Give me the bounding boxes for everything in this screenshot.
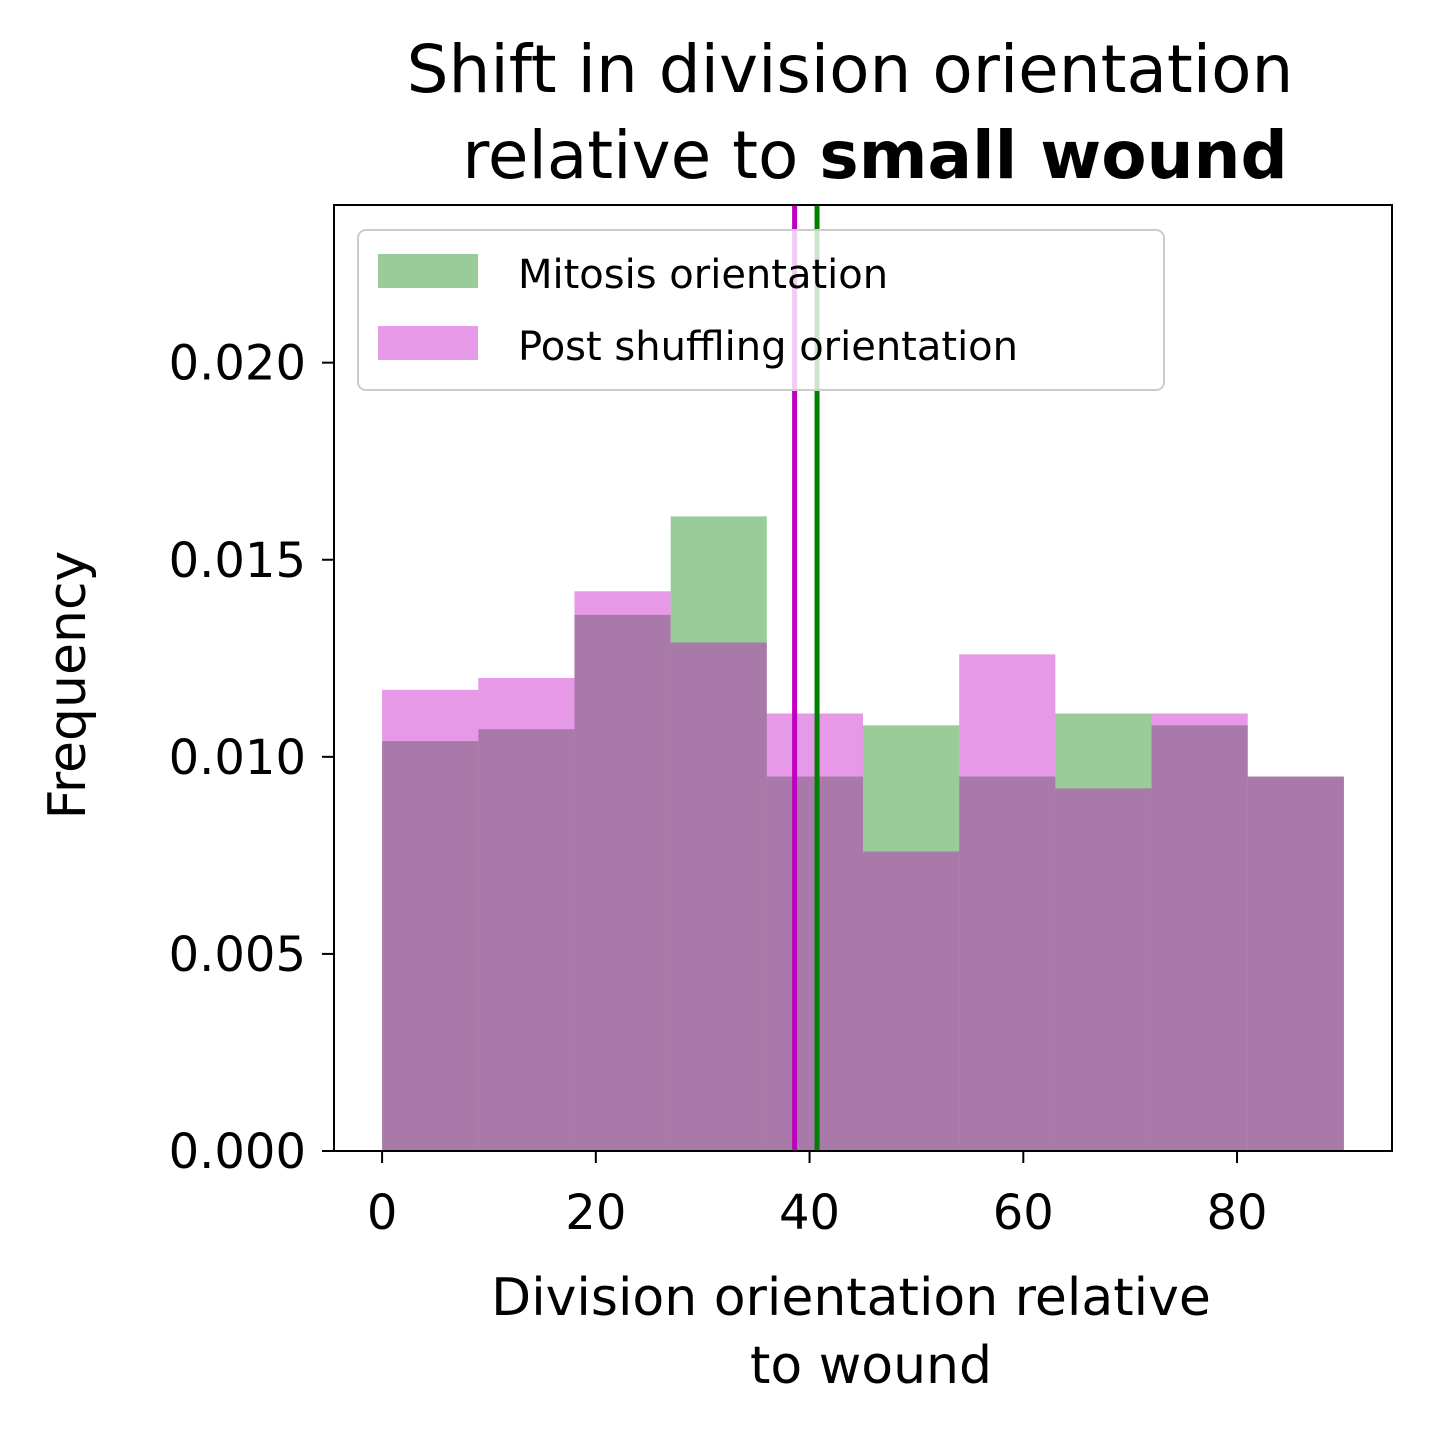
y-tick-label-3: 0.015 xyxy=(169,533,306,589)
x-axis-label-line2: to wound xyxy=(750,1336,992,1396)
x-tick-label-60: 60 xyxy=(993,1185,1054,1241)
histogram-bar-mitosis-8 xyxy=(1151,725,1248,1151)
bars-layer xyxy=(382,516,1344,1151)
histogram-bar-mitosis-6 xyxy=(959,776,1056,1151)
y-axis-ticks: 0.000 0.005 0.010 0.015 0.020 xyxy=(169,336,334,1180)
chart-title-line2: relative to small wound xyxy=(462,117,1288,194)
histogram-bar-mitosis-0 xyxy=(382,741,479,1151)
y-tick-label-2: 0.010 xyxy=(169,730,306,786)
legend-swatch-mitosis xyxy=(378,254,478,288)
y-axis-label: Frequency xyxy=(38,551,98,820)
x-tick-label-0: 0 xyxy=(367,1185,398,1241)
histogram-bar-post-shuffling-7 xyxy=(1055,788,1152,1151)
histogram-bar-post-shuffling-8 xyxy=(1151,713,1248,1151)
x-tick-label-20: 20 xyxy=(565,1185,626,1241)
histogram-bar-post-shuffling-3 xyxy=(670,642,767,1151)
x-tick-label-40: 40 xyxy=(779,1185,840,1241)
plot-frame xyxy=(333,204,1393,1152)
legend: Mitosis orientation Post shuffling orien… xyxy=(357,229,1165,391)
histogram-bar-mitosis-5 xyxy=(863,725,960,1151)
x-tick-label-80: 80 xyxy=(1207,1185,1268,1241)
legend-box xyxy=(357,229,1165,391)
chart-title-line2-prefix: relative to xyxy=(462,117,819,194)
histogram-bar-post-shuffling-2 xyxy=(574,591,671,1151)
legend-label-mitosis: Mitosis orientation xyxy=(518,252,888,298)
y-tick-label-1: 0.005 xyxy=(169,927,306,983)
histogram-bar-post-shuffling-9 xyxy=(1247,776,1344,1151)
y-tick-label-4: 0.020 xyxy=(169,336,306,392)
histogram-bar-mitosis-2 xyxy=(574,614,671,1151)
y-tick-label-0: 0.000 xyxy=(169,1124,306,1180)
legend-label-post-shuffling: Post shuffling orientation xyxy=(518,324,1018,370)
histogram-bar-mitosis-7 xyxy=(1055,713,1152,1151)
x-axis-label-line1: Division orientation relative xyxy=(491,1268,1211,1328)
histogram-bar-post-shuffling-5 xyxy=(863,851,960,1151)
chart-title-line2-bold: small wound xyxy=(819,117,1287,194)
histogram-bar-mitosis-3 xyxy=(670,516,767,1151)
legend-swatch-post-shuffling xyxy=(378,326,478,360)
x-axis-ticks: 0 20 40 60 80 xyxy=(367,1151,1268,1241)
histogram-bar-mitosis-9 xyxy=(1247,776,1344,1151)
chart-title-line1: Shift in division orientation xyxy=(407,31,1294,108)
histogram-bar-post-shuffling-0 xyxy=(382,689,479,1151)
histogram-bar-post-shuffling-6 xyxy=(959,654,1056,1151)
histogram-bar-mitosis-1 xyxy=(478,729,575,1151)
histogram-bar-post-shuffling-1 xyxy=(478,678,575,1151)
